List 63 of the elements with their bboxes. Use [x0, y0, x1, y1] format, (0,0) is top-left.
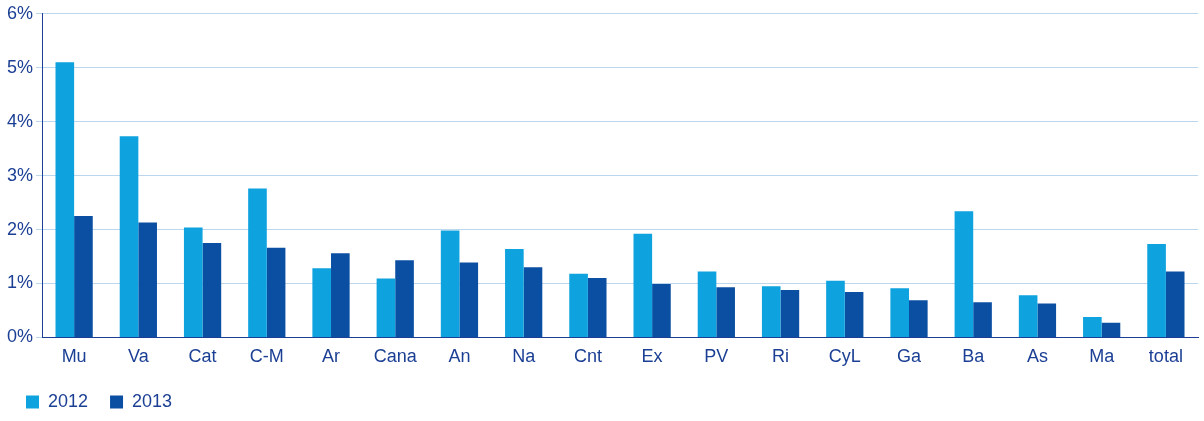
- bar: [633, 233, 653, 337]
- y-tick-label: 3%: [7, 164, 34, 185]
- x-tick-label: Cat: [188, 346, 217, 367]
- bar: [844, 292, 864, 337]
- bar: [780, 289, 800, 337]
- bar: [395, 260, 414, 337]
- y-tick-label: 6%: [7, 2, 34, 23]
- legend-label: 2012: [48, 390, 89, 411]
- x-tick-label: Ri: [772, 346, 790, 367]
- y-tick-label: 1%: [7, 272, 34, 293]
- bar: [523, 267, 543, 337]
- x-tick-label: total: [1148, 346, 1183, 367]
- x-tick-label: PV: [704, 346, 729, 367]
- bar: [1165, 271, 1185, 337]
- x-tick-label: Cnt: [573, 346, 602, 367]
- bar: [1037, 303, 1057, 337]
- bar: [202, 243, 222, 337]
- x-tick-label: Ex: [641, 346, 663, 367]
- bar: [587, 278, 607, 337]
- bar: [138, 222, 157, 337]
- x-tick-label: CyL: [828, 346, 861, 367]
- bar: [312, 268, 332, 337]
- bar: [973, 302, 992, 337]
- bar: [1101, 322, 1121, 337]
- x-tick-label: Ga: [897, 346, 922, 367]
- bar: [761, 286, 781, 337]
- bar: [440, 230, 460, 337]
- bar: [1018, 295, 1038, 337]
- x-tick-label: Cana: [373, 346, 418, 367]
- legend-label: 2013: [132, 390, 173, 411]
- bar: [331, 253, 350, 337]
- bar: [119, 136, 139, 337]
- x-tick-label: An: [448, 346, 471, 367]
- x-tick-label: As: [1026, 346, 1048, 367]
- bar: [569, 273, 588, 337]
- bar: [890, 288, 909, 337]
- bar: [1083, 316, 1102, 337]
- bar: [909, 300, 928, 337]
- y-tick-label: 5%: [7, 56, 34, 77]
- x-tick-label: C-M: [249, 346, 284, 367]
- bar: [954, 211, 974, 337]
- bar: [74, 216, 93, 337]
- x-tick-label: Ba: [962, 346, 986, 367]
- bar: [55, 62, 75, 337]
- x-tick-label: Ar: [322, 346, 341, 367]
- bar: [1147, 244, 1166, 337]
- y-tick-label: 2%: [7, 218, 34, 239]
- bar: [826, 280, 845, 337]
- y-tick-label: 4%: [7, 110, 34, 131]
- bar: [266, 247, 286, 337]
- bar: [376, 278, 396, 337]
- bar: [505, 248, 524, 337]
- bar: [183, 227, 203, 337]
- bar: [248, 188, 267, 337]
- x-tick-label: Na: [512, 346, 537, 367]
- bar: [697, 271, 717, 337]
- bar: [459, 262, 479, 337]
- y-tick-label: 0%: [7, 326, 34, 347]
- bar: [652, 284, 671, 337]
- x-tick-label: Ma: [1089, 346, 1116, 367]
- bar: [716, 287, 735, 337]
- x-tick-label: Va: [128, 346, 150, 367]
- x-tick-label: Mu: [61, 346, 87, 367]
